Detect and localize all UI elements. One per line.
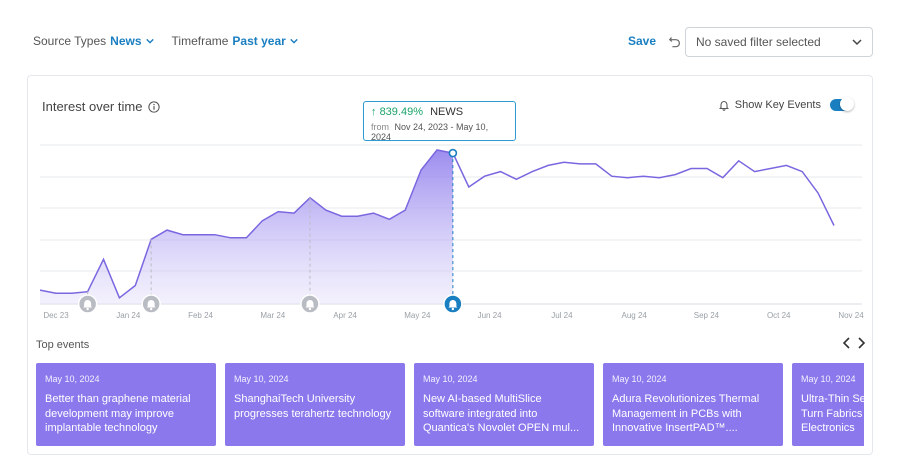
x-tick-label: Aug 24	[622, 311, 648, 320]
x-tick-label: Oct 24	[767, 311, 791, 320]
selected-point[interactable]	[448, 148, 458, 158]
event-date: May 10, 2024	[234, 374, 289, 384]
saved-filter-value: No saved filter selected	[696, 35, 821, 49]
top-events-heading: Top events	[36, 339, 90, 351]
undo-icon[interactable]	[668, 34, 682, 48]
chevron-down-icon	[290, 38, 298, 44]
event-date: May 10, 2024	[45, 374, 100, 384]
x-tick-label: May 24	[404, 311, 431, 320]
timeframe-label: Timeframe	[171, 34, 229, 48]
save-area: Save	[628, 34, 682, 48]
key-events-control: Show Key Events	[718, 97, 854, 111]
tooltip-up-arrow-icon: ↑	[371, 106, 377, 118]
card-title: Interest over time	[42, 99, 161, 114]
tooltip-series: NEWS	[430, 106, 464, 118]
x-tick-label: Mar 24	[260, 311, 285, 320]
key-events-label: Show Key Events	[734, 99, 821, 111]
event-title: New AI-based MultiSlice software integra…	[423, 393, 580, 434]
card-title-text: Interest over time	[42, 99, 143, 114]
x-tick-label: Jan 24	[116, 311, 141, 320]
x-tick-label: Feb 24	[188, 311, 213, 320]
key-event-bell-icon[interactable]	[300, 294, 320, 314]
x-tick-label: Dec 23	[43, 311, 69, 320]
x-tick-label: Sep 24	[694, 311, 720, 320]
source-types-dropdown[interactable]: Source Types News	[33, 34, 154, 48]
event-title: Ultra-Thin Semiconductor Fibers Turn Fab…	[801, 393, 864, 434]
event-card[interactable]: May 10, 2024 Ultra-Thin Semiconductor Fib…	[792, 363, 864, 446]
event-date: May 10, 2024	[612, 374, 667, 384]
event-card[interactable]: May 10, 2024 ShanghaiTech University prog…	[225, 363, 405, 446]
save-button[interactable]: Save	[628, 34, 657, 48]
chart-tooltip: ↑ 839.49% NEWS from Nov 24, 2023 - May 1…	[363, 101, 516, 142]
event-card[interactable]: May 10, 2024 New AI-based MultiSlice soft…	[414, 363, 594, 446]
event-title: Better than graphene material developmen…	[45, 393, 191, 434]
event-card[interactable]: May 10, 2024 Better than graphene materia…	[36, 363, 216, 446]
chevron-down-icon	[852, 39, 862, 46]
tooltip-range: Nov 24, 2023 - May 10, 2024	[371, 122, 489, 142]
x-tick-label: Apr 24	[333, 311, 357, 320]
source-types-label: Source Types	[33, 34, 107, 48]
x-tick-label: Jul 24	[551, 311, 573, 320]
series-area	[40, 150, 453, 304]
tooltip-from-label: from	[371, 122, 389, 132]
timeframe-value: Past year	[232, 34, 286, 48]
events-nav	[842, 337, 866, 349]
key-event-bell-icon[interactable]	[443, 294, 463, 314]
series-line	[39, 149, 835, 299]
tooltip-percent: 839.49%	[379, 106, 423, 118]
x-tick-label: Jun 24	[478, 311, 503, 320]
event-date: May 10, 2024	[423, 374, 478, 384]
event-title: Adura Revolutionizes Thermal Management …	[612, 393, 760, 434]
info-icon[interactable]	[148, 100, 161, 113]
event-date: May 10, 2024	[801, 374, 856, 384]
event-title: ShanghaiTech University progresses terah…	[234, 393, 392, 420]
bell-icon	[718, 101, 729, 111]
source-types-value: News	[110, 34, 142, 48]
timeframe-dropdown[interactable]: Timeframe Past year	[172, 34, 298, 48]
chevron-left-icon[interactable]	[842, 337, 851, 349]
chevron-right-icon[interactable]	[857, 337, 866, 349]
key-events-toggle[interactable]	[830, 97, 854, 111]
event-card[interactable]: May 10, 2024 Adura Revolutionizes Thermal…	[603, 363, 783, 446]
key-event-bell-icon[interactable]	[77, 294, 98, 314]
x-tick-label: Nov 24	[838, 311, 864, 320]
chevron-down-icon	[145, 38, 154, 44]
filter-bar: Source Types News Timeframe Past year	[33, 34, 298, 48]
key-event-bell-icon[interactable]	[141, 294, 161, 314]
events-carousel: May 10, 2024 Better than graphene materia…	[36, 363, 864, 446]
saved-filter-select[interactable]: No saved filter selected	[685, 27, 873, 57]
